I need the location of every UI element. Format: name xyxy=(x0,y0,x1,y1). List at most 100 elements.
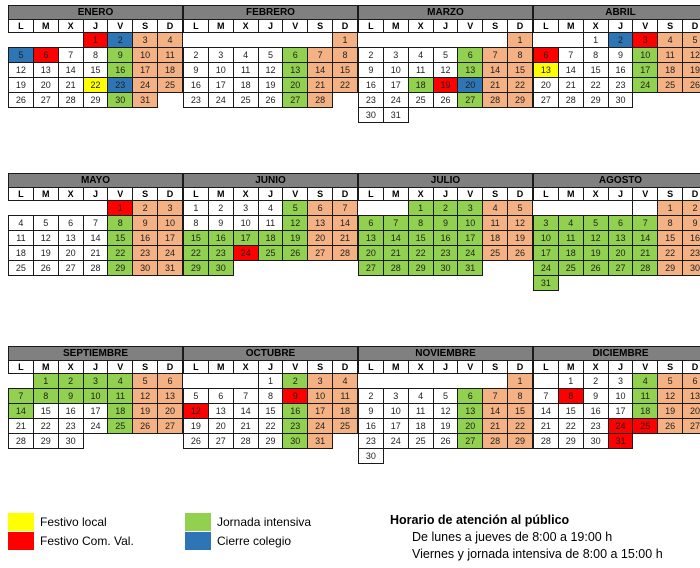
day-cell: 2 xyxy=(132,200,159,216)
day-cell: 13 xyxy=(207,403,234,419)
day-cell: 24 xyxy=(533,260,559,276)
day-cell: 10 xyxy=(207,62,234,78)
day-cell: 28 xyxy=(533,433,559,449)
weekday-header: D xyxy=(332,360,358,374)
empty-slot xyxy=(534,201,559,216)
weekday-header: X xyxy=(407,19,434,33)
day-cell: 26 xyxy=(682,77,700,93)
day-cell: 14 xyxy=(8,403,34,419)
day-cell: 21 xyxy=(632,245,659,261)
day-cell: 3 xyxy=(232,200,259,216)
festivo-local-swatch xyxy=(8,512,34,531)
day-cell: 10 xyxy=(382,403,409,419)
day-cell: 16 xyxy=(207,230,234,246)
day-cell: 30 xyxy=(582,433,609,449)
day-cell: 30 xyxy=(682,260,700,276)
festivo-com-val-label: Festivo Com. Val. xyxy=(40,533,134,548)
day-cell: 23 xyxy=(607,77,634,93)
empty-slot xyxy=(83,201,108,216)
empty-slot xyxy=(408,33,433,48)
day-cell: 22 xyxy=(557,418,584,434)
day-cell: 8 xyxy=(582,47,609,63)
day-cell: 6 xyxy=(307,200,334,216)
day-cell: 3 xyxy=(607,373,634,389)
empty-slot xyxy=(233,261,258,276)
weekday-header: D xyxy=(682,187,700,201)
weekday-header: S xyxy=(307,360,334,374)
day-cell: 15 xyxy=(32,403,59,419)
day-cell: 20 xyxy=(533,77,559,93)
weekday-header: L xyxy=(183,360,209,374)
day-cell: 23 xyxy=(582,418,609,434)
month-noviembre: NOVIEMBRE L M X J V S D 1 2 3 4 5 6 7 8 9 10 11 12 13 14 15 16 1… xyxy=(358,346,533,464)
day-cell: 2 xyxy=(282,373,309,389)
weekday-header: J xyxy=(82,360,109,374)
day-cell: 25 xyxy=(632,418,659,434)
day-cell: 16 xyxy=(682,230,700,246)
empty-slot xyxy=(408,108,433,123)
empty-slot xyxy=(283,261,308,276)
day-cell: 2 xyxy=(607,32,634,48)
day-cell: 13 xyxy=(307,215,334,231)
day-cell: 22 xyxy=(332,77,358,93)
day-cell: 19 xyxy=(432,418,459,434)
day-cell: 12 xyxy=(132,388,159,404)
weekday-header: X xyxy=(232,360,259,374)
weekday-header: M xyxy=(557,360,584,374)
day-cell: 9 xyxy=(607,47,634,63)
day-cell: 16 xyxy=(358,77,384,93)
empty-slot xyxy=(158,93,183,108)
day-cell: 13 xyxy=(57,230,84,246)
empty-slot xyxy=(608,276,633,291)
day-cell: 29 xyxy=(32,433,59,449)
day-cell: 28 xyxy=(232,433,259,449)
day-cell: 21 xyxy=(82,245,109,261)
empty-slot xyxy=(408,374,433,389)
empty-slot xyxy=(333,93,358,108)
day-cell: 14 xyxy=(632,230,659,246)
day-cell: 17 xyxy=(82,403,109,419)
day-cell: 29 xyxy=(507,433,533,449)
day-cell: 14 xyxy=(557,62,584,78)
day-cell: 1 xyxy=(257,373,284,389)
day-cell: 18 xyxy=(257,230,284,246)
month-title: MAYO xyxy=(8,173,183,188)
day-cell: 10 xyxy=(457,215,484,231)
weekday-header: L xyxy=(183,19,209,33)
day-cell: 5 xyxy=(682,32,700,48)
day-cell: 14 xyxy=(332,215,358,231)
day-cell: 5 xyxy=(282,200,309,216)
day-cell: 19 xyxy=(132,403,159,419)
day-cell: 21 xyxy=(57,77,84,93)
day-cell: 20 xyxy=(157,403,183,419)
horario-line-1: De lunes a jueves de 8:00 a 19:00 h xyxy=(412,530,613,544)
day-cell: 5 xyxy=(132,373,159,389)
day-cell: 18 xyxy=(407,418,434,434)
day-cell: 22 xyxy=(507,77,533,93)
empty-slot xyxy=(359,201,384,216)
weekday-header: S xyxy=(657,187,684,201)
day-cell: 19 xyxy=(582,245,609,261)
day-cell: 15 xyxy=(107,230,134,246)
month-title: MARZO xyxy=(358,5,533,20)
empty-slot xyxy=(483,261,508,276)
day-cell: 29 xyxy=(82,92,109,108)
day-cell: 26 xyxy=(432,433,459,449)
day-cell: 16 xyxy=(582,403,609,419)
legend-column-jornadas: Jornada intensiva Cierre colegio xyxy=(185,512,390,550)
day-cell: 24 xyxy=(207,92,234,108)
day-cell: 7 xyxy=(632,215,659,231)
day-cell: 11 xyxy=(557,230,584,246)
day-cell: 25 xyxy=(407,92,434,108)
weekday-header: M xyxy=(207,19,234,33)
day-cell: 14 xyxy=(82,230,109,246)
day-cell: 13 xyxy=(282,62,309,78)
weekday-header: V xyxy=(457,187,484,201)
empty-slot xyxy=(383,201,408,216)
day-cell: 19 xyxy=(682,62,700,78)
day-cell: 30 xyxy=(107,92,134,108)
weekday-header: M xyxy=(32,19,59,33)
day-cell: 1 xyxy=(507,32,533,48)
empty-slot xyxy=(558,201,583,216)
day-cell: 27 xyxy=(358,260,384,276)
